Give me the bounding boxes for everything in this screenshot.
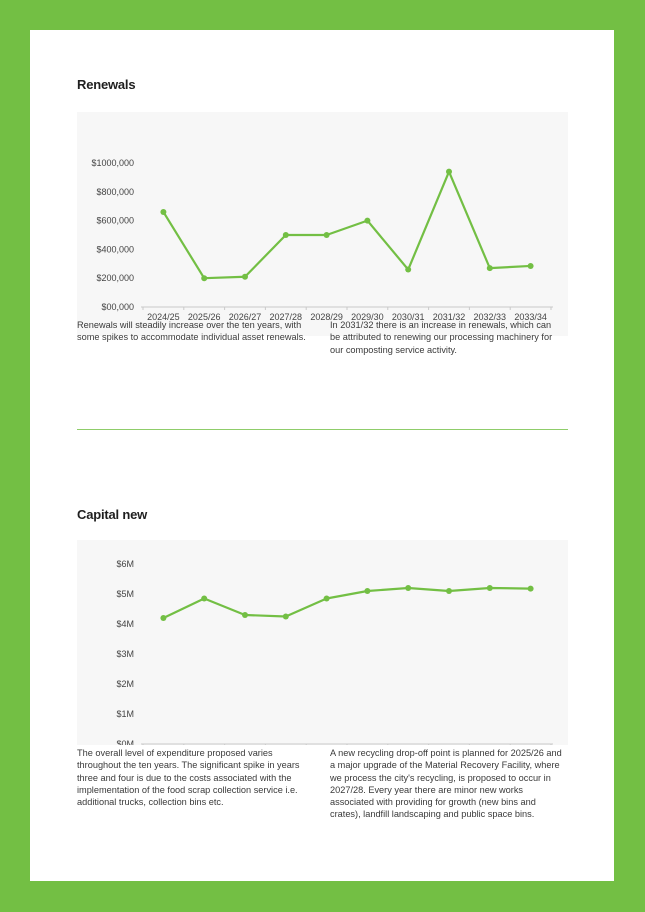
capital-new-paragraph-right: A new recycling drop-off point is planne… [330,748,562,820]
renewals-xtick-label: 2025/26 [188,312,221,322]
capital-new-ytick-label: $6M [116,559,134,569]
renewals-data-point [160,208,167,215]
capital-new-title: Capital new [77,507,148,522]
renewals-chart: $00,000 $200,000 $400,000 $600,000 $800,000 $… [77,112,568,336]
capital-new-data-point [405,585,412,591]
renewals-data-point [242,273,248,280]
capital-new-paragraph-left: The overall level of expenditure propose… [77,748,300,808]
renewals-title: Renewals [77,77,136,92]
capital-new-series-line [162,586,531,619]
renewals-paragraph-right: In 2031/32 there is an increase in renew… [330,320,553,355]
document-page: Renewals $00,000 $200,000 $400,000 $600,000… [30,30,614,881]
renewals-xtick-label: 2030/31 [392,312,425,322]
capital-new-data-point [242,612,248,618]
capital-new-ytick-label: $5M [116,589,134,599]
capital-new-data-point [364,588,371,594]
capital-new-data-point [527,585,534,592]
capital-new-ytick-label: $3M [116,649,134,659]
capital-new-ytick-label: $1M [116,709,134,719]
renewals-ytick-label: $400,000 [96,244,134,254]
capital-new-data-point [160,615,167,621]
capital-new-line-chart: $0M$1M$2M$3M$4M$5M$6M2024/252025/262026/… [116,559,553,745]
renewals-paragraph-left: Renewals will steadily increase over the… [77,320,306,343]
renewals-data-point [323,232,330,238]
renewals-data-point [486,265,493,272]
renewals-data-point [201,275,208,282]
renewals-ytick-label: $1000,000 [91,158,134,168]
capital-new-data-point [486,585,493,591]
renewals-ytick-label: $00,000 [101,302,134,312]
renewals-ytick-label: $200,000 [96,273,134,283]
renewals-data-point [282,232,289,238]
renewals-data-point [364,217,371,224]
renewals-data-point [527,262,534,269]
renewals-data-point [446,168,452,175]
renewals-xtick-label: 2029/30 [351,312,384,322]
renewals-series-line [162,170,531,280]
section-divider [77,429,568,430]
capital-new-ytick-label: $4M [116,619,134,629]
capital-new-data-point [323,595,330,602]
capital-new-data-point [201,595,208,602]
capital-new-data-point [282,613,289,620]
renewals-xtick-label: 2024/25 [147,312,180,322]
capital-new-chart: $0M$1M$2M$3M$4M$5M$6M2024/252025/262026/… [77,540,568,745]
capital-new-ytick-label: $2M [116,679,134,689]
capital-new-ytick-label: $0M [116,739,134,745]
renewals-xtick-label: 2026/27 [229,312,262,322]
renewals-line-chart: $00,000 $200,000 $400,000 $600,000 $800,000 $… [91,158,553,322]
renewals-xtick-label: 2033/34 [514,312,547,322]
capital-new-data-point [446,588,452,594]
renewals-ytick-label: $800,000 [96,187,134,197]
renewals-ytick-label: $600,000 [96,216,134,226]
renewals-xtick-label: 2027/28 [270,312,303,322]
renewals-xtick-label: 2031/32 [433,312,466,322]
renewals-xtick-label: 2028/29 [310,312,343,322]
renewals-xtick-label: 2032/33 [474,312,507,322]
renewals-data-point [405,266,412,273]
